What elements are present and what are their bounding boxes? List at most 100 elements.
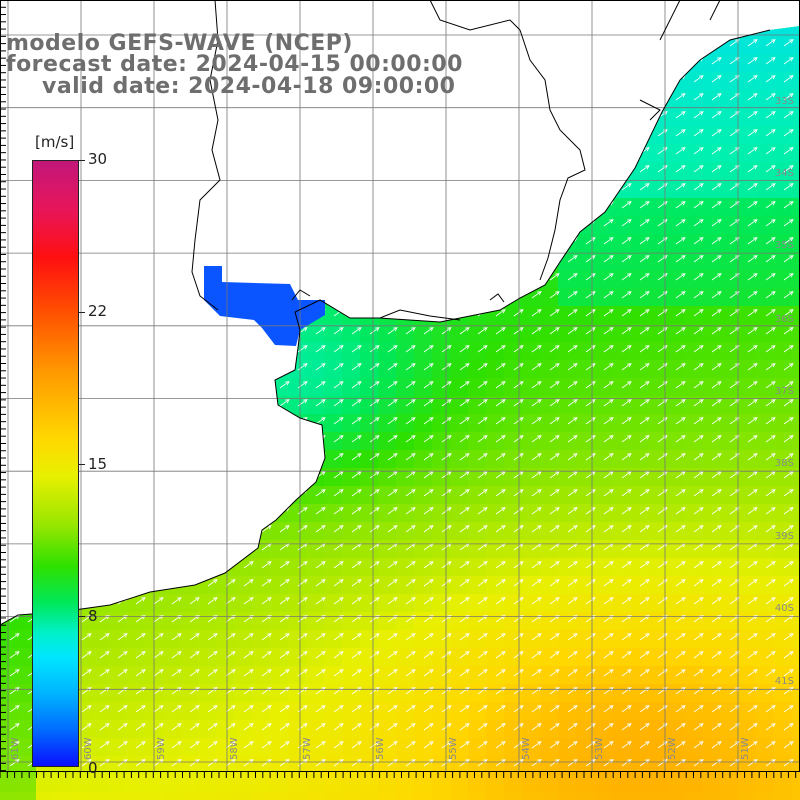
wind-arrow <box>135 741 146 749</box>
wind-arrow <box>459 687 470 695</box>
field-cell <box>666 288 685 307</box>
wind-arrow <box>333 633 344 641</box>
wind-arrow <box>189 687 200 695</box>
field-cell <box>630 486 649 505</box>
wind-arrow <box>783 165 794 173</box>
field-cell <box>432 558 451 577</box>
wind-arrow <box>369 705 380 713</box>
wind-arrow <box>747 57 758 65</box>
field-cell <box>504 540 523 559</box>
field-cell <box>162 720 181 739</box>
wind-arrow <box>495 651 506 659</box>
field-cell <box>486 792 505 800</box>
wind-arrow <box>333 327 344 335</box>
wind-arrow <box>405 741 416 749</box>
field-cell <box>486 342 505 361</box>
wind-arrow <box>405 633 416 641</box>
field-cell <box>306 342 325 361</box>
field-cell <box>198 774 217 793</box>
field-cell <box>576 234 595 253</box>
field-cell <box>738 666 757 685</box>
wind-arrow <box>567 327 578 335</box>
wind-arrow <box>675 273 686 281</box>
field-cell <box>720 234 739 253</box>
field-cell <box>558 288 577 307</box>
wind-arrow <box>531 309 542 317</box>
wind-arrow <box>567 741 578 749</box>
field-cell <box>630 774 649 793</box>
wind-arrow <box>783 579 794 587</box>
field-cell <box>540 630 559 649</box>
wind-arrow <box>279 525 290 533</box>
field-cell <box>378 684 397 703</box>
field-cell <box>684 666 703 685</box>
field-cell <box>720 54 739 73</box>
wind-arrow <box>171 597 182 605</box>
wind-arrow <box>657 327 668 335</box>
wind-arrow <box>783 525 794 533</box>
wind-arrow <box>297 669 308 677</box>
wind-arrow <box>621 363 632 371</box>
field-cell <box>540 378 559 397</box>
field-cell <box>270 684 289 703</box>
wind-arrow <box>675 723 686 731</box>
field-cell <box>108 738 127 757</box>
wind-arrow <box>477 687 488 695</box>
field-cell <box>648 486 667 505</box>
field-cell <box>486 576 505 595</box>
field-cell <box>378 432 397 451</box>
wind-arrow <box>621 417 632 425</box>
field-cell <box>756 630 775 649</box>
field-cell <box>522 486 541 505</box>
field-cell <box>576 252 595 271</box>
wind-arrow <box>495 633 506 641</box>
wind-arrow <box>279 579 290 587</box>
wind-arrow <box>747 147 758 155</box>
wind-arrow <box>711 165 722 173</box>
field-cell <box>216 684 235 703</box>
field-cell <box>702 54 721 73</box>
wind-arrow <box>243 651 254 659</box>
field-cell <box>756 504 775 523</box>
wind-arrow <box>603 705 614 713</box>
field-cell <box>594 486 613 505</box>
wind-arrow <box>603 633 614 641</box>
wind-arrow <box>621 579 632 587</box>
field-cell <box>288 576 307 595</box>
wind-arrow <box>495 705 506 713</box>
field-cell <box>504 432 523 451</box>
field-cell <box>360 468 379 487</box>
wind-arrow <box>387 579 398 587</box>
wind-arrow <box>315 597 326 605</box>
field-cell <box>414 432 433 451</box>
field-cell <box>342 540 361 559</box>
field-cell <box>702 144 721 163</box>
field-cell <box>342 522 361 541</box>
wind-arrow <box>603 561 614 569</box>
field-cell <box>306 738 325 757</box>
wind-arrow <box>603 291 614 299</box>
wind-arrow <box>333 705 344 713</box>
field-cell <box>684 144 703 163</box>
field-cell <box>558 396 577 415</box>
field-cell <box>324 396 343 415</box>
wind-arrow <box>477 723 488 731</box>
wind-arrow <box>765 561 776 569</box>
wind-arrow <box>369 561 380 569</box>
wind-arrow <box>477 561 488 569</box>
field-cell <box>270 558 289 577</box>
field-cell <box>342 612 361 631</box>
field-cell <box>180 738 199 757</box>
field-cell <box>666 180 685 199</box>
wind-arrow <box>765 309 776 317</box>
field-cell <box>540 702 559 721</box>
field-cell <box>666 108 685 127</box>
wind-arrow <box>549 345 560 353</box>
field-cell <box>630 288 649 307</box>
wind-arrow <box>279 705 290 713</box>
field-cell <box>684 450 703 469</box>
field-cell <box>756 360 775 379</box>
field-cell <box>792 630 800 649</box>
field-cell <box>702 180 721 199</box>
wind-arrow <box>621 273 632 281</box>
